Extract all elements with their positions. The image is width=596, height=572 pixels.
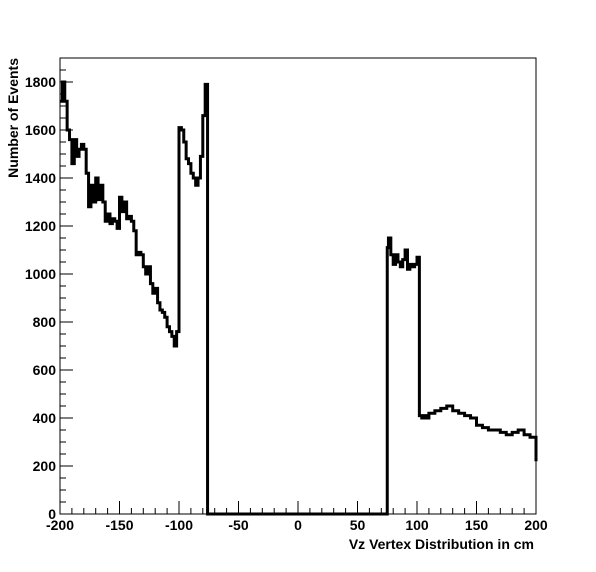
- y-tick-label: 600: [33, 362, 57, 378]
- x-axis-title: Vz Vertex Distribution in cm: [349, 536, 534, 552]
- plot-frame: [59, 57, 537, 515]
- x-tick-label: -100: [165, 517, 193, 533]
- x-tick-label: 100: [405, 517, 429, 533]
- y-tick-label: 1200: [25, 218, 56, 234]
- y-tick-label: 1800: [25, 74, 56, 90]
- x-tick-label: 0: [294, 517, 302, 533]
- x-tick-label: 50: [350, 517, 366, 533]
- y-tick-label: 800: [33, 314, 57, 330]
- y-axis-title: Number of Events: [5, 58, 21, 178]
- x-tick-label: -200: [46, 517, 74, 533]
- axis-tick-labels: -200 -150 -100 -50 0 50 100 150 200 0 200 400 600 800…: [25, 74, 548, 533]
- y-tick-label: 1600: [25, 122, 56, 138]
- y-tick-label: 0: [48, 506, 56, 522]
- y-tick-label: 200: [33, 458, 57, 474]
- x-tick-label: -50: [228, 517, 248, 533]
- y-tick-label: 1400: [25, 170, 56, 186]
- x-tick-label: 200: [524, 517, 548, 533]
- y-tick-label: 400: [33, 410, 57, 426]
- y-tick-label: 1000: [25, 266, 56, 282]
- x-tick-label: -150: [105, 517, 133, 533]
- x-tick-label: 150: [465, 517, 489, 533]
- axis-ticks: [59, 57, 537, 515]
- histogram-series-line: [60, 80, 538, 516]
